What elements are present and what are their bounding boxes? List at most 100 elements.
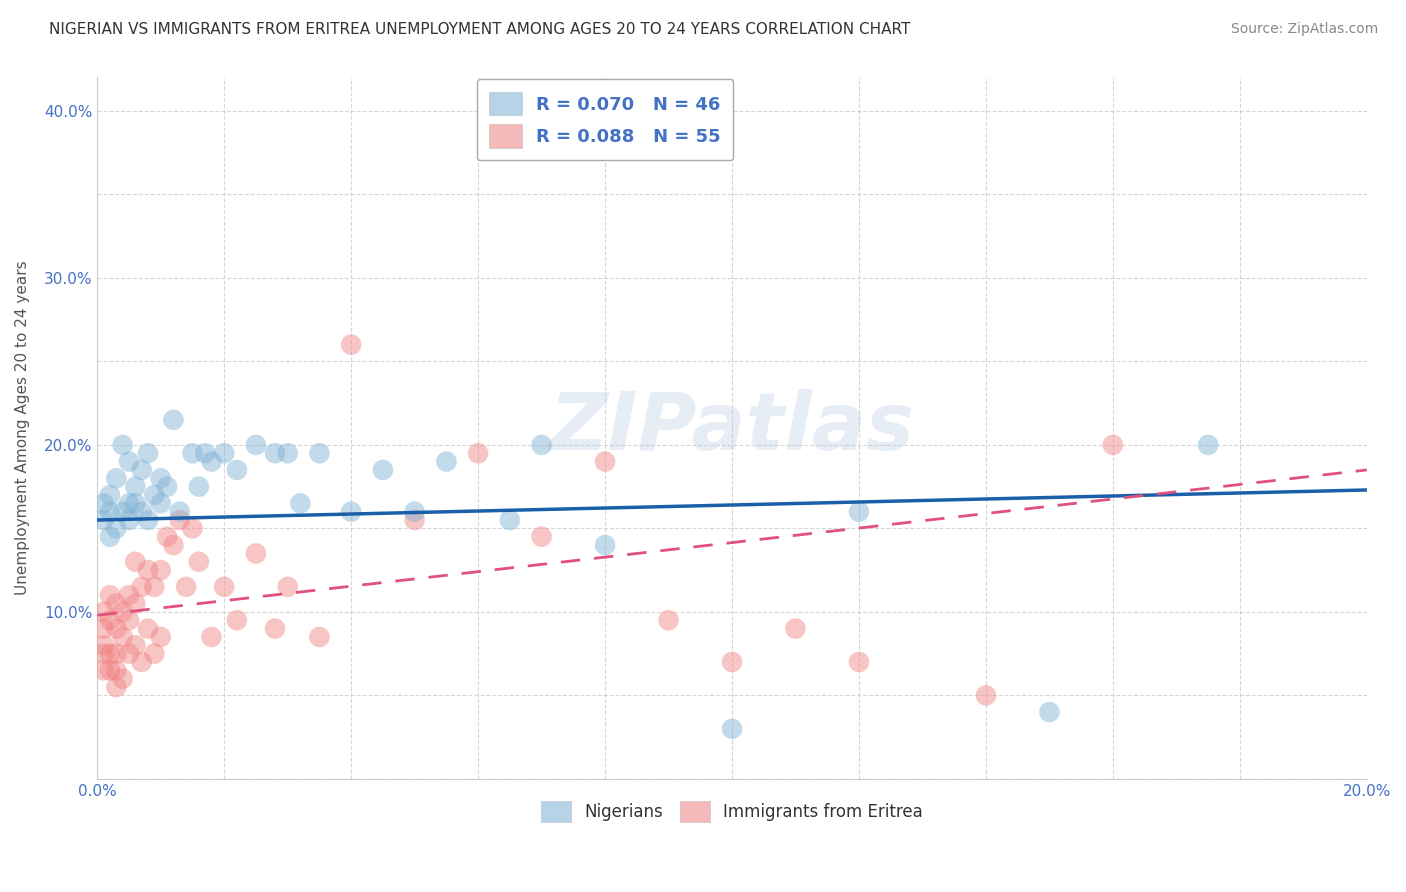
Text: Source: ZipAtlas.com: Source: ZipAtlas.com: [1230, 22, 1378, 37]
Point: [225, 463, 247, 477]
Point: [105, 647, 128, 661]
Point: [131, 580, 153, 594]
Point: [136, 513, 159, 527]
Point: [187, 480, 209, 494]
Point: [124, 496, 146, 510]
Point: [149, 496, 172, 510]
Point: [98, 530, 121, 544]
Point: [264, 622, 287, 636]
Point: [530, 438, 553, 452]
Point: [118, 647, 141, 661]
Point: [124, 555, 146, 569]
Point: [93, 622, 115, 636]
Point: [111, 672, 134, 686]
Point: [98, 647, 121, 661]
Point: [404, 513, 426, 527]
Point: [149, 630, 172, 644]
Point: [111, 605, 134, 619]
Point: [974, 689, 997, 703]
Point: [118, 613, 141, 627]
Point: [181, 521, 204, 535]
Point: [111, 505, 134, 519]
Point: [593, 454, 616, 468]
Point: [124, 638, 146, 652]
Point: [1197, 438, 1219, 452]
Point: [181, 446, 204, 460]
Legend: Nigerians, Immigrants from Eritrea: Nigerians, Immigrants from Eritrea: [530, 789, 935, 834]
Point: [245, 438, 267, 452]
Point: [98, 488, 121, 502]
Point: [105, 597, 128, 611]
Point: [93, 513, 115, 527]
Point: [162, 538, 184, 552]
Point: [93, 664, 115, 678]
Point: [169, 505, 191, 519]
Y-axis label: Unemployment Among Ages 20 to 24 years: Unemployment Among Ages 20 to 24 years: [15, 260, 30, 596]
Point: [105, 664, 128, 678]
Point: [340, 505, 363, 519]
Point: [194, 446, 217, 460]
Point: [530, 530, 553, 544]
Point: [105, 471, 128, 485]
Point: [131, 655, 153, 669]
Point: [404, 505, 426, 519]
Point: [143, 488, 166, 502]
Point: [340, 337, 363, 351]
Point: [169, 513, 191, 527]
Point: [136, 622, 159, 636]
Point: [290, 496, 312, 510]
Point: [264, 446, 287, 460]
Point: [131, 505, 153, 519]
Point: [136, 563, 159, 577]
Point: [98, 505, 121, 519]
Point: [111, 438, 134, 452]
Point: [277, 580, 299, 594]
Point: [131, 463, 153, 477]
Point: [93, 496, 115, 510]
Point: [93, 605, 115, 619]
Point: [124, 480, 146, 494]
Point: [118, 496, 141, 510]
Point: [105, 622, 128, 636]
Point: [434, 454, 457, 468]
Point: [212, 580, 235, 594]
Point: [721, 655, 744, 669]
Point: [187, 555, 209, 569]
Point: [277, 446, 299, 460]
Point: [1102, 438, 1125, 452]
Point: [156, 480, 179, 494]
Text: NIGERIAN VS IMMIGRANTS FROM ERITREA UNEMPLOYMENT AMONG AGES 20 TO 24 YEARS CORRE: NIGERIAN VS IMMIGRANTS FROM ERITREA UNEM…: [49, 22, 911, 37]
Point: [785, 622, 807, 636]
Point: [1038, 705, 1060, 719]
Point: [98, 588, 121, 602]
Point: [143, 647, 166, 661]
Point: [105, 680, 128, 694]
Text: ZIPatlas: ZIPatlas: [550, 389, 914, 467]
Point: [200, 454, 222, 468]
Point: [98, 613, 121, 627]
Point: [156, 530, 179, 544]
Point: [593, 538, 616, 552]
Point: [149, 563, 172, 577]
Point: [658, 613, 681, 627]
Point: [308, 630, 330, 644]
Point: [162, 413, 184, 427]
Point: [225, 613, 247, 627]
Point: [149, 471, 172, 485]
Point: [111, 630, 134, 644]
Point: [499, 513, 522, 527]
Point: [371, 463, 394, 477]
Point: [174, 580, 197, 594]
Point: [93, 647, 115, 661]
Point: [848, 505, 870, 519]
Point: [848, 655, 870, 669]
Point: [143, 580, 166, 594]
Point: [212, 446, 235, 460]
Point: [105, 521, 128, 535]
Point: [200, 630, 222, 644]
Point: [124, 597, 146, 611]
Point: [467, 446, 489, 460]
Point: [118, 513, 141, 527]
Point: [98, 664, 121, 678]
Point: [118, 588, 141, 602]
